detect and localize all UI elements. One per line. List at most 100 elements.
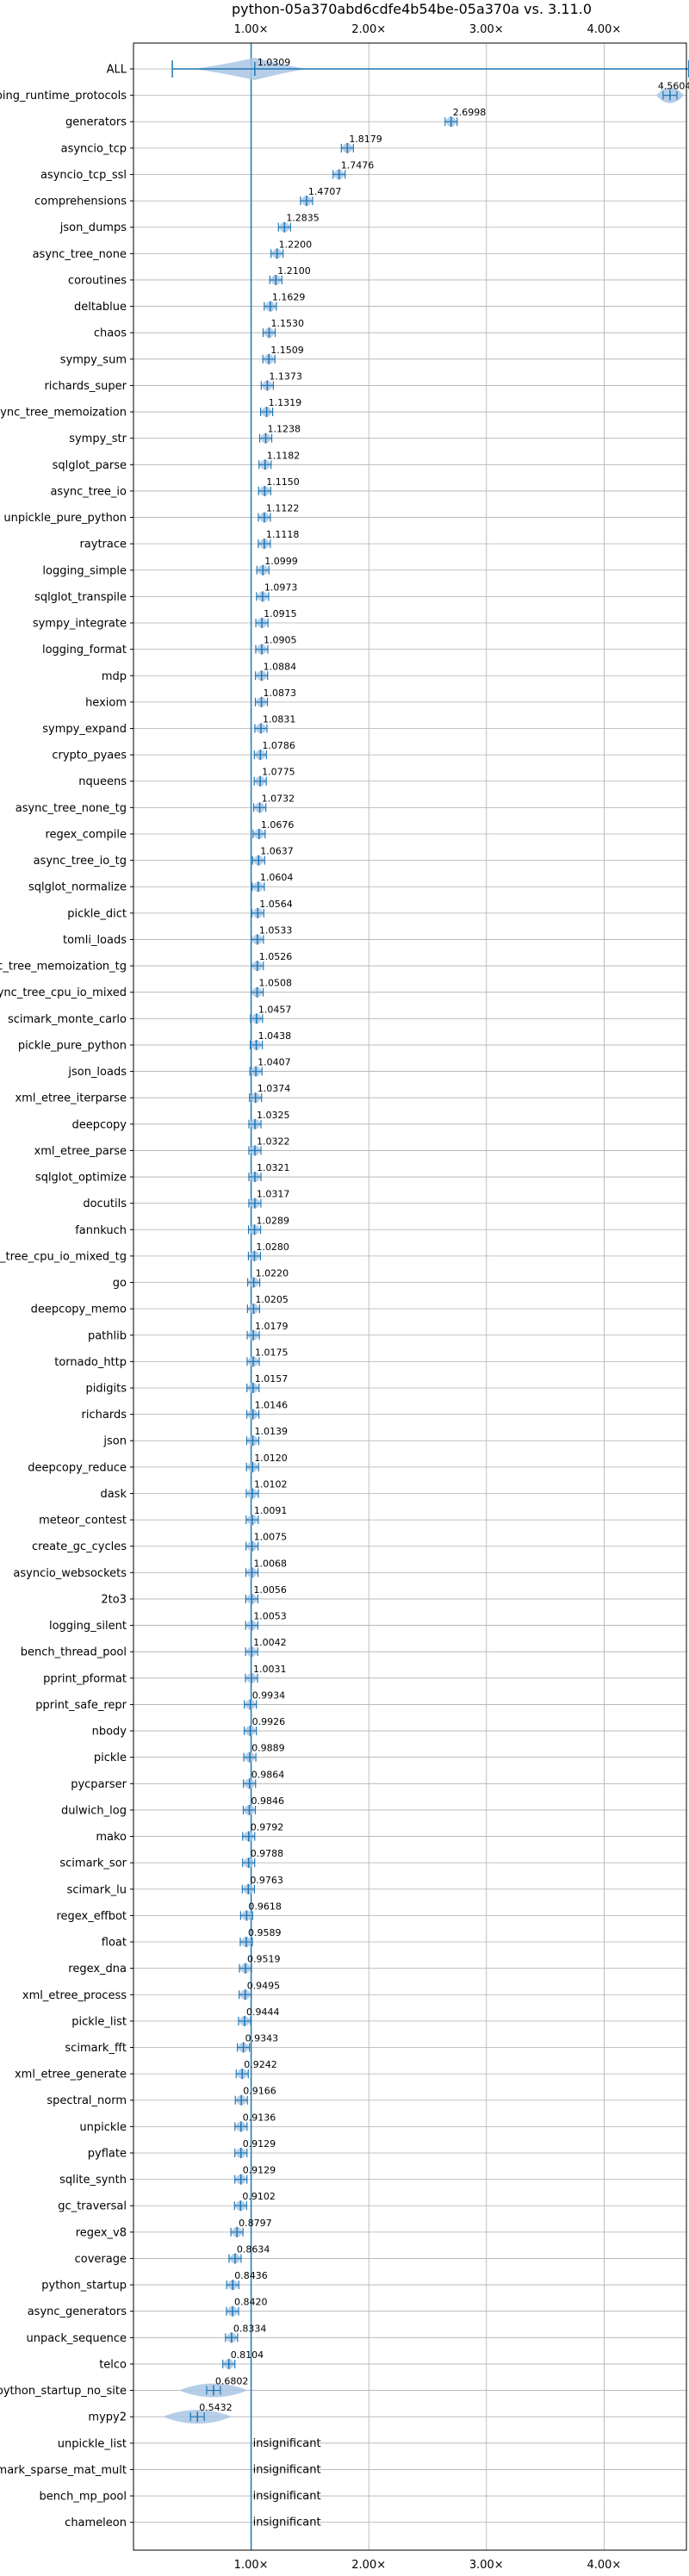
data-label: 1.0068 <box>254 1558 288 1569</box>
data-label: 1.0120 <box>254 1453 288 1464</box>
y-tick-label: bench_thread_pool <box>21 1646 127 1659</box>
plot-frame <box>133 42 687 2551</box>
y-tick-label: asyncio_websockets <box>13 1567 127 1580</box>
data-label: 0.8797 <box>239 2218 272 2229</box>
y-tick-label: float <box>102 1937 127 1950</box>
x-tick-label-top: 1.00× <box>234 23 269 36</box>
data-label: 1.1238 <box>268 424 301 435</box>
data-label: 1.1118 <box>266 529 300 540</box>
data-label: 1.0321 <box>257 1162 290 1173</box>
y-tick-label: xml_etree_iterparse <box>15 1092 127 1105</box>
data-label: 0.9889 <box>251 1743 285 1754</box>
y-tick-label: sqlglot_transpile <box>34 591 127 604</box>
y-tick-label: regex_dna <box>68 1963 127 1976</box>
data-label: 1.0831 <box>263 714 296 725</box>
data-label: 1.2100 <box>277 265 311 277</box>
data-label: 1.0053 <box>253 1611 287 1622</box>
y-tick-label: logging_silent <box>49 1620 127 1633</box>
y-tick-label: tornado_http <box>54 1356 127 1369</box>
data-label: 1.8179 <box>349 134 382 145</box>
data-label: 0.9129 <box>243 2138 276 2150</box>
y-tick-label: chameleon <box>65 2517 127 2529</box>
y-tick-label: fannkuch <box>75 1224 127 1237</box>
y-tick-label: scimark_fft <box>65 2042 127 2055</box>
y-tick-label: pickle_pure_python <box>18 1039 127 1052</box>
data-label: 0.8634 <box>237 2243 270 2255</box>
y-tick-label: python_startup_no_site <box>0 2385 127 2398</box>
y-tick-label: pyflate <box>88 2147 127 2160</box>
y-tick-label: pidigits <box>86 1383 127 1396</box>
data-label: 1.1629 <box>272 292 306 303</box>
y-tick-label: mdp <box>102 670 127 683</box>
y-tick-label: pickle_list <box>71 2015 127 2028</box>
data-label: 1.0220 <box>256 1268 289 1279</box>
data-label: 1.0604 <box>260 872 294 883</box>
y-tick-label: dask <box>100 1488 127 1501</box>
data-label: 1.0179 <box>255 1321 289 1332</box>
y-tick-label: sympy_sum <box>60 353 127 366</box>
data-label: 1.0205 <box>255 1294 289 1305</box>
y-tick-label: coroutines <box>68 274 127 287</box>
chart-title: python-05a370abd6cdfe4b54be-05a370a vs. … <box>232 1 592 17</box>
data-label: 0.8420 <box>234 2297 268 2308</box>
data-label: 1.1150 <box>266 476 300 488</box>
data-label: 1.1373 <box>269 370 302 382</box>
y-tick-label: mypy2 <box>88 2411 127 2424</box>
data-label: insignificant <box>253 2490 321 2503</box>
x-tick-label-top: 2.00× <box>351 23 386 36</box>
y-tick-label: deltablue <box>74 301 127 314</box>
y-tick-label: docutils <box>83 1198 127 1210</box>
data-label: 0.8334 <box>233 2323 267 2334</box>
y-tick-label: deepcopy_reduce <box>28 1461 127 1474</box>
y-tick-label: nbody <box>92 1726 127 1739</box>
y-tick-label: async_tree_none_tg <box>16 802 127 815</box>
y-tick-label: hexiom <box>85 696 127 709</box>
y-tick-label: json_loads <box>67 1066 127 1079</box>
data-label: 0.9444 <box>246 2007 280 2018</box>
data-label: 1.0075 <box>254 1532 288 1543</box>
data-label: 1.0564 <box>259 899 293 910</box>
y-tick-label: bench_mp_pool <box>39 2491 127 2504</box>
y-tick-label: 2to3 <box>101 1593 127 1606</box>
y-tick-label: logging_simple <box>42 564 127 577</box>
data-label: 0.9589 <box>248 1927 282 1938</box>
y-tick-label: regex_effbot <box>56 1910 127 1923</box>
data-label: 1.0732 <box>262 793 295 804</box>
y-tick-label: nqueens <box>78 775 127 788</box>
data-label: 1.0056 <box>253 1584 287 1596</box>
y-tick-label: json_dumps <box>59 221 127 234</box>
x-tick-label-top: 4.00× <box>587 23 621 36</box>
data-label: 1.0139 <box>254 1426 288 1437</box>
y-tick-label: raytrace <box>79 538 127 551</box>
y-tick-label: async_tree_memoization_tg <box>0 961 127 974</box>
y-tick-label: pathlib <box>88 1329 127 1342</box>
data-label: 1.0175 <box>255 1347 289 1358</box>
data-label: 0.8436 <box>234 2270 268 2281</box>
data-label: insignificant <box>253 2437 321 2450</box>
y-tick-label: spectral_norm <box>47 2094 127 2107</box>
data-label: 0.9618 <box>248 1901 282 1912</box>
y-tick-label: pprint_safe_repr <box>35 1699 127 1712</box>
data-label: 1.0317 <box>257 1189 290 1200</box>
data-label: 0.9343 <box>245 2033 279 2044</box>
y-tick-label: deepcopy <box>71 1118 127 1131</box>
data-label: 1.4707 <box>308 186 342 197</box>
data-label: 0.9792 <box>251 1822 284 1833</box>
y-tick-label: regex_v8 <box>76 2226 127 2239</box>
data-label: 0.6802 <box>215 2376 248 2387</box>
data-label: 0.9788 <box>251 1848 284 1859</box>
x-tick-label-bottom: 4.00× <box>587 2559 621 2572</box>
y-tick-label: async_tree_io_tg <box>34 855 127 868</box>
y-tick-label: unpickle <box>79 2121 127 2134</box>
y-tick-label: meteor_contest <box>39 1515 127 1528</box>
y-tick-label: json <box>102 1435 127 1448</box>
data-label: 1.1319 <box>269 397 302 408</box>
data-label: 1.0457 <box>258 1004 292 1015</box>
y-tick-label: pycparser <box>71 1778 127 1791</box>
y-tick-label: telco <box>99 2358 127 2371</box>
y-tick-label: scimark_lu <box>67 1883 127 1896</box>
data-label: 1.0884 <box>264 661 297 672</box>
data-label: 4.5604 <box>658 81 689 92</box>
y-tick-label: xml_etree_parse <box>34 1145 127 1158</box>
y-tick-label: pprint_pformat <box>43 1672 127 1685</box>
